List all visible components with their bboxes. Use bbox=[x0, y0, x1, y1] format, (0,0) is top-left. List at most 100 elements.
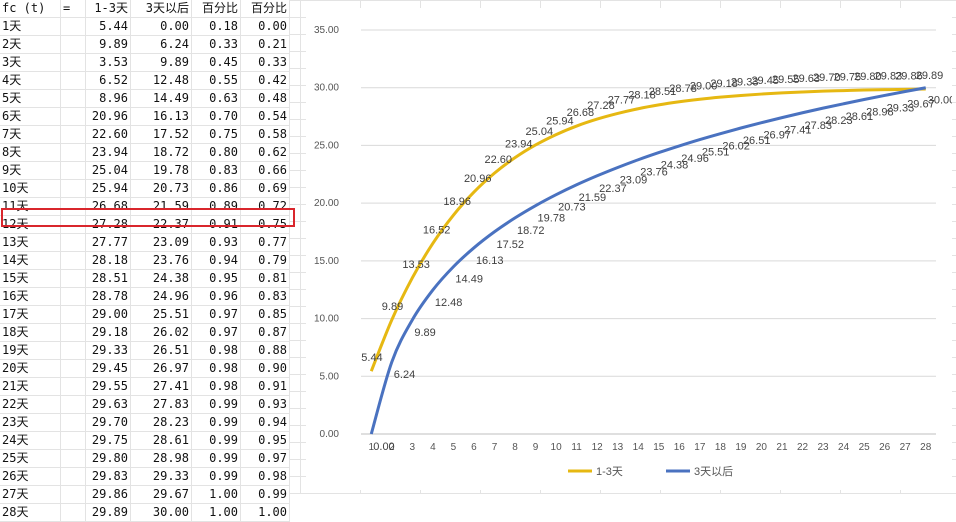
table-cell[interactable]: 29.33 bbox=[85, 341, 131, 360]
header-cell[interactable]: 1-3天 bbox=[85, 0, 131, 18]
table-row[interactable]: 24天 29.75 28.61 0.99 0.95 bbox=[0, 431, 290, 450]
table-cell[interactable]: 0.33 bbox=[240, 53, 290, 72]
table-cell[interactable]: 30.00 bbox=[130, 503, 192, 522]
table-cell[interactable] bbox=[60, 431, 86, 450]
table-cell[interactable]: 27.41 bbox=[130, 377, 192, 396]
table-cell[interactable]: 3天 bbox=[0, 53, 61, 72]
table-cell[interactable]: 29.75 bbox=[85, 431, 131, 450]
table-cell[interactable]: 0.33 bbox=[191, 35, 241, 54]
table-cell[interactable] bbox=[60, 161, 86, 180]
table-cell[interactable]: 14天 bbox=[0, 251, 61, 270]
table-row[interactable]: 3天 3.53 9.89 0.45 0.33 bbox=[0, 53, 290, 72]
table-cell[interactable]: 28.23 bbox=[130, 413, 192, 432]
table-cell[interactable]: 12.48 bbox=[130, 71, 192, 90]
table-cell[interactable]: 16.13 bbox=[130, 107, 192, 126]
table-cell[interactable]: 26.97 bbox=[130, 359, 192, 378]
table-cell[interactable]: 9.89 bbox=[85, 35, 131, 54]
table-row[interactable]: 13天 27.77 23.09 0.93 0.77 bbox=[0, 233, 290, 252]
table-row[interactable]: 28天 29.89 30.00 1.00 1.00 bbox=[0, 503, 290, 522]
table-cell[interactable]: 0.66 bbox=[240, 161, 290, 180]
table-cell[interactable] bbox=[60, 107, 86, 126]
table-cell[interactable] bbox=[60, 35, 86, 54]
table-cell[interactable]: 25.94 bbox=[85, 179, 131, 198]
header-cell[interactable]: fc (t) bbox=[0, 0, 61, 18]
table-cell[interactable]: 0.94 bbox=[240, 413, 290, 432]
table-row[interactable]: 11天 26.68 21.59 0.89 0.72 bbox=[0, 197, 290, 216]
table-cell[interactable] bbox=[60, 143, 86, 162]
table-cell[interactable]: 22天 bbox=[0, 395, 61, 414]
table-cell[interactable] bbox=[60, 233, 86, 252]
table-row[interactable]: 20天 29.45 26.97 0.98 0.90 bbox=[0, 359, 290, 378]
table-cell[interactable]: 18天 bbox=[0, 323, 61, 342]
table-cell[interactable]: 1.00 bbox=[191, 503, 241, 522]
table-cell[interactable]: 26.68 bbox=[85, 197, 131, 216]
table-row[interactable]: 22天 29.63 27.83 0.99 0.93 bbox=[0, 395, 290, 414]
table-row[interactable]: 8天 23.94 18.72 0.80 0.62 bbox=[0, 143, 290, 162]
table-cell[interactable]: 0.45 bbox=[191, 53, 241, 72]
table-cell[interactable]: 29.33 bbox=[130, 467, 192, 486]
line-chart[interactable]: 0.00 5.00 10.00 15.00 20.00 25.00 30.00 35.00 1 2… bbox=[306, 8, 952, 490]
table-cell[interactable]: 10天 bbox=[0, 179, 61, 198]
header-cell[interactable]: 3天以后 bbox=[130, 0, 192, 18]
table-cell[interactable]: 11天 bbox=[0, 197, 61, 216]
table-row[interactable]: 27天 29.86 29.67 1.00 0.99 bbox=[0, 485, 290, 504]
table-cell[interactable]: 29.55 bbox=[85, 377, 131, 396]
table-cell[interactable]: 0.75 bbox=[191, 125, 241, 144]
table-cell[interactable]: 24.96 bbox=[130, 287, 192, 306]
table-cell[interactable]: 0.77 bbox=[240, 233, 290, 252]
data-table[interactable]: fc (t) = 1-3天 3天以后 百分比 百分比 1天 5.44 0.00 0.18 0.00 2… bbox=[0, 0, 290, 522]
table-cell[interactable]: 26.51 bbox=[130, 341, 192, 360]
table-cell[interactable]: 0.97 bbox=[191, 323, 241, 342]
table-cell[interactable]: 0.81 bbox=[240, 269, 290, 288]
table-cell[interactable]: 23.09 bbox=[130, 233, 192, 252]
table-row[interactable]: 7天 22.60 17.52 0.75 0.58 bbox=[0, 125, 290, 144]
header-cell[interactable]: 百分比 bbox=[240, 0, 290, 18]
table-row[interactable]: 12天 27.28 22.37 0.91 0.75 bbox=[0, 215, 290, 234]
table-cell[interactable] bbox=[60, 359, 86, 378]
table-cell[interactable]: 29.18 bbox=[85, 323, 131, 342]
header-cell[interactable]: = bbox=[60, 0, 86, 18]
table-cell[interactable]: 17天 bbox=[0, 305, 61, 324]
table-cell[interactable]: 0.93 bbox=[240, 395, 290, 414]
table-cell[interactable]: 0.70 bbox=[191, 107, 241, 126]
table-cell[interactable]: 29.67 bbox=[130, 485, 192, 504]
table-cell[interactable]: 26天 bbox=[0, 467, 61, 486]
table-row[interactable]: 17天 29.00 25.51 0.97 0.85 bbox=[0, 305, 290, 324]
table-cell[interactable]: 0.96 bbox=[191, 287, 241, 306]
table-cell[interactable]: 27.77 bbox=[85, 233, 131, 252]
table-cell[interactable]: 28.78 bbox=[85, 287, 131, 306]
table-cell[interactable]: 23.76 bbox=[130, 251, 192, 270]
table-cell[interactable]: 4天 bbox=[0, 71, 61, 90]
table-cell[interactable]: 29.86 bbox=[85, 485, 131, 504]
table-cell[interactable]: 0.97 bbox=[191, 305, 241, 324]
table-cell[interactable]: 0.00 bbox=[240, 17, 290, 36]
table-cell[interactable]: 16天 bbox=[0, 287, 61, 306]
table-cell[interactable] bbox=[60, 305, 86, 324]
table-cell[interactable]: 17.52 bbox=[130, 125, 192, 144]
table-cell[interactable] bbox=[60, 197, 86, 216]
table-cell[interactable] bbox=[60, 71, 86, 90]
table-cell[interactable]: 0.99 bbox=[191, 449, 241, 468]
table-cell[interactable]: 0.79 bbox=[240, 251, 290, 270]
table-cell[interactable]: 0.99 bbox=[191, 431, 241, 450]
table-cell[interactable]: 28天 bbox=[0, 503, 61, 522]
table-cell[interactable]: 20.96 bbox=[85, 107, 131, 126]
table-cell[interactable]: 0.75 bbox=[240, 215, 290, 234]
table-cell[interactable]: 29.89 bbox=[85, 503, 131, 522]
table-cell[interactable] bbox=[60, 251, 86, 270]
table-cell[interactable] bbox=[60, 323, 86, 342]
table-row[interactable]: 18天 29.18 26.02 0.97 0.87 bbox=[0, 323, 290, 342]
table-cell[interactable]: 0.63 bbox=[191, 89, 241, 108]
table-cell[interactable]: 0.91 bbox=[240, 377, 290, 396]
table-cell[interactable]: 3.53 bbox=[85, 53, 131, 72]
table-cell[interactable]: 2天 bbox=[0, 35, 61, 54]
table-cell[interactable]: 0.80 bbox=[191, 143, 241, 162]
table-row[interactable]: 4天 6.52 12.48 0.55 0.42 bbox=[0, 71, 290, 90]
table-cell[interactable]: 8.96 bbox=[85, 89, 131, 108]
table-cell[interactable]: 0.98 bbox=[191, 341, 241, 360]
table-cell[interactable]: 0.94 bbox=[191, 251, 241, 270]
table-cell[interactable]: 29.63 bbox=[85, 395, 131, 414]
table-cell[interactable]: 19天 bbox=[0, 341, 61, 360]
table-cell[interactable] bbox=[60, 179, 86, 198]
table-cell[interactable] bbox=[60, 449, 86, 468]
